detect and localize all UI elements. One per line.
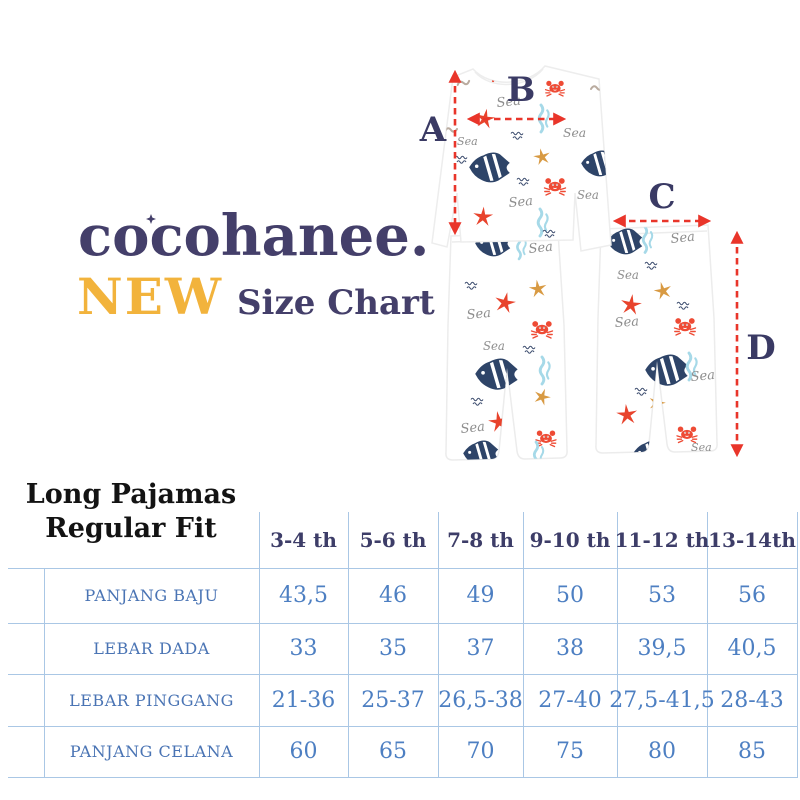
- table-grid-line: [8, 726, 798, 727]
- sea-script-text: Sea: [460, 420, 486, 437]
- seaweed-icon: [649, 443, 662, 453]
- size-col-header: 9-10 th: [529, 528, 611, 552]
- measure-row-label: PANJANG CELANA: [69, 742, 234, 761]
- size-col-header: 13-14th: [708, 528, 796, 552]
- size-value-cell: 26,5-38: [438, 687, 523, 713]
- sea-script-text: Sea: [617, 268, 639, 282]
- table-title: Long Pajamas Regular Fit: [0, 478, 262, 546]
- measure-row-label: PANJANG BAJU: [84, 586, 219, 605]
- size-value-cell: 70: [466, 739, 495, 764]
- table-grid-line: [707, 512, 708, 777]
- size-value-cell: 60: [289, 739, 318, 764]
- red-scribble-icon: [491, 75, 507, 83]
- table-grid-line: [8, 623, 798, 624]
- size-value-cell: 25-37: [361, 687, 425, 713]
- table-title-line2: Regular Fit: [45, 513, 217, 544]
- size-value-cell: 33: [289, 636, 318, 661]
- size-col-header: 11-12 th: [614, 528, 710, 552]
- sea-script-text: Sea: [483, 339, 505, 353]
- size-value-cell: 46: [379, 583, 407, 608]
- table-grid-line: [8, 777, 798, 778]
- table-grid-line: [44, 568, 45, 777]
- size-value-cell: 27,5-41,5: [609, 687, 715, 713]
- size-value-cell: 75: [556, 739, 584, 764]
- pajama-top: Sea Sea Sea Sea Sea: [431, 65, 612, 252]
- table-grid-line: [8, 568, 798, 569]
- measure-label-b: B: [507, 70, 536, 110]
- size-value-cell: 21-36: [271, 687, 336, 713]
- size-value-cell: 85: [738, 739, 766, 764]
- sea-script-text: Sea: [577, 188, 599, 202]
- measure-row-label: LEBAR DADA: [93, 639, 210, 658]
- measure-label-d: D: [746, 328, 775, 368]
- new-badge-text: NEW: [77, 267, 223, 326]
- size-value-cell: 40,5: [727, 636, 777, 661]
- sea-script-text: Sea: [690, 368, 716, 385]
- size-col-header: 7-8 th: [447, 528, 514, 552]
- brand-logo: cocohanee.: [78, 203, 430, 269]
- size-col-header: 5-6 th: [359, 528, 427, 552]
- size-value-cell: 38: [556, 636, 584, 661]
- sea-script-text: Sea: [691, 441, 712, 454]
- sea-script-text: Sea: [508, 194, 534, 211]
- table-grid-line: [8, 674, 798, 675]
- size-value-cell: 50: [556, 583, 584, 608]
- size-value-cell: 39,5: [637, 636, 687, 661]
- sea-script-text: Sea: [496, 94, 522, 111]
- size-chart-title-text: Size Chart: [236, 283, 435, 323]
- table-grid-line: [617, 512, 618, 777]
- pajama-pants-left: Sea Sea Sea Sea: [445, 231, 568, 461]
- sea-script-text: Sea: [457, 135, 478, 148]
- sea-script-text: Sea: [614, 314, 639, 331]
- size-value-cell: 28-43: [720, 687, 784, 713]
- measure-label-a: A: [419, 110, 447, 150]
- diamond-accent-icon: [146, 214, 156, 224]
- page-title: NEW Size Chart: [77, 272, 435, 322]
- size-value-cell: 80: [648, 739, 676, 764]
- size-value-cell: 43,5: [279, 583, 328, 608]
- size-value-cell: 65: [379, 739, 407, 764]
- table-grid-line: [259, 512, 260, 777]
- sea-script-text: Sea: [528, 240, 554, 257]
- sea-script-text: Sea: [563, 126, 586, 140]
- pajamas-measurement-illustration: Sea Sea Sea Sea: [419, 65, 776, 461]
- table-title-line1: Long Pajamas: [25, 479, 237, 510]
- measure-label-c: C: [648, 177, 675, 217]
- size-value-cell: 27-40: [538, 687, 602, 713]
- size-value-cell: 56: [738, 583, 766, 608]
- table-grid-line: [797, 512, 798, 777]
- pajama-pants-right: Sea Sea Sea Sea Sea: [595, 224, 718, 454]
- sea-script-text: Sea: [670, 230, 696, 247]
- size-value-cell: 53: [648, 583, 676, 608]
- size-col-header: 3-4 th: [270, 528, 337, 552]
- table-grid-line: [523, 512, 524, 777]
- size-value-cell: 49: [466, 583, 495, 608]
- size-value-cell: 37: [466, 636, 495, 661]
- table-grid-line: [348, 512, 349, 777]
- sea-script-text: Sea: [466, 306, 492, 323]
- table-grid-line: [438, 512, 439, 777]
- measure-row-label: LEBAR PINGGANG: [69, 690, 234, 710]
- size-value-cell: 35: [379, 636, 407, 661]
